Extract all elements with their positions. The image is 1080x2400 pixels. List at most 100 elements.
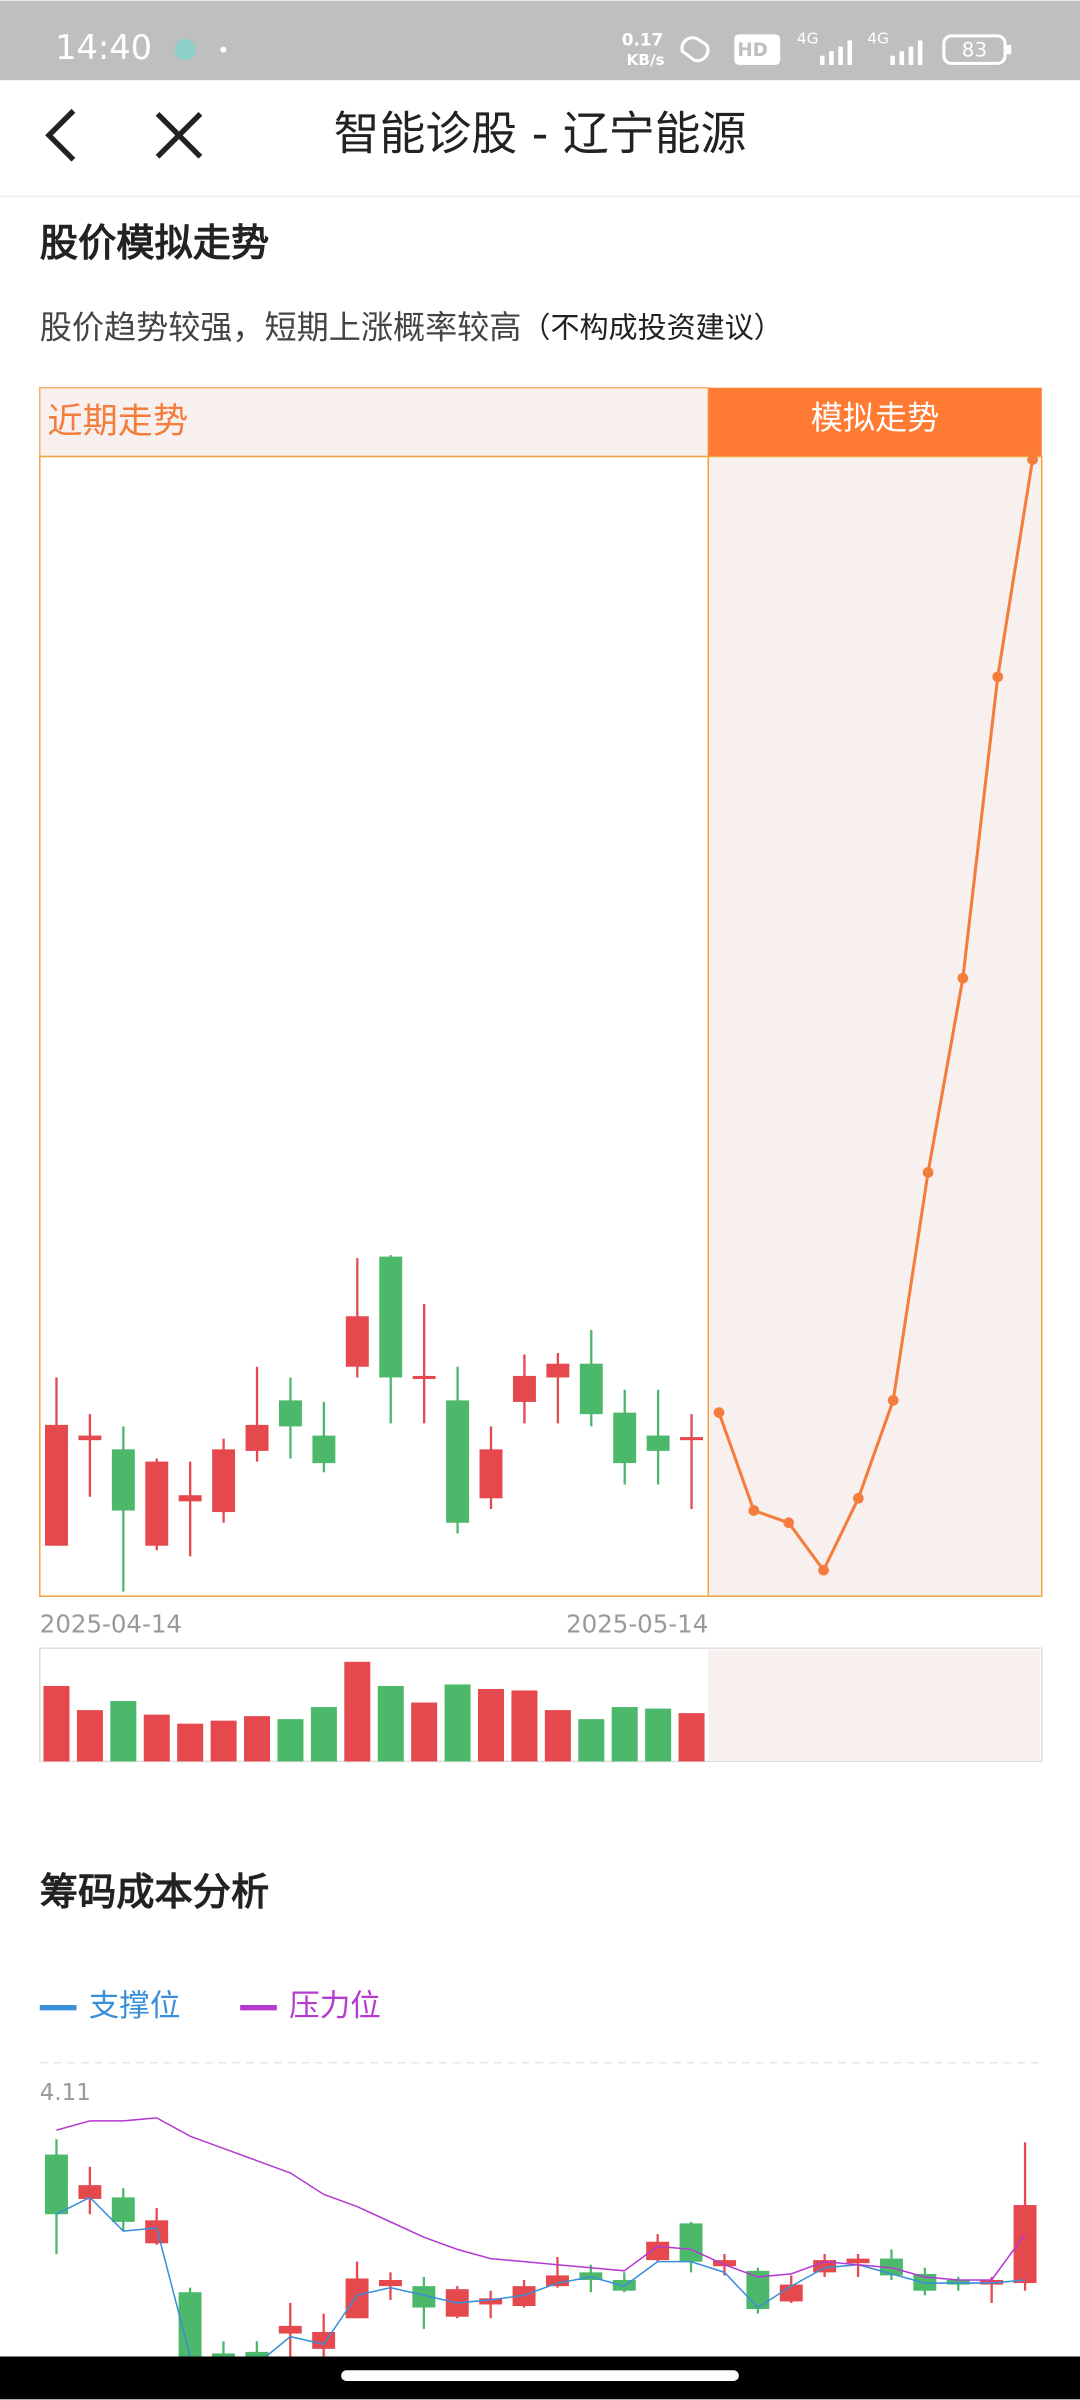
x-tick-label: 2025-04-14: [40, 1609, 182, 1638]
candle-body: [545, 2275, 569, 2287]
net-unit: KB/s: [626, 51, 664, 69]
signal-bars: [819, 40, 853, 65]
hd-badge: [734, 34, 781, 65]
candle-body: [412, 2286, 436, 2308]
section-title: 股价模拟走势: [40, 222, 269, 266]
y-tick-label: 4.11: [40, 2080, 91, 2106]
candle-body: [546, 1363, 570, 1378]
section-subtitle: 股价趋势较强，短期上涨概率较高（不构成投资建议）: [40, 309, 783, 347]
volume-bar: [678, 1713, 705, 1762]
candle-body: [846, 2258, 870, 2264]
candle-body: [312, 1435, 336, 1464]
sim-point: [922, 1167, 934, 1178]
legend-label: 支撑位: [89, 1989, 181, 2024]
candle-body: [479, 2298, 503, 2305]
candle-body: [512, 1375, 536, 1402]
sim-point: [713, 1407, 725, 1418]
battery: [942, 34, 1007, 65]
volume-bar: [210, 1720, 237, 1762]
volume-sim-area: [708, 1649, 1041, 1760]
volume-chart: [43, 1661, 705, 1762]
panel-label: 近期走势: [47, 401, 188, 442]
section-title: 筹码成本分析: [40, 1871, 269, 1915]
volume-bar: [444, 1684, 471, 1762]
sim-point: [853, 1492, 864, 1504]
chart-2: 4.11: [39, 2062, 1042, 2357]
volume-bar: [411, 1702, 438, 1762]
candle-body: [680, 1437, 704, 1441]
candle-body: [145, 1461, 169, 1546]
volume-bar: [511, 1690, 538, 1762]
volume-bar: [645, 1708, 672, 1762]
candle-body: [78, 2185, 102, 2199]
level-line: [56, 2117, 1026, 2281]
legend: 支撑位 压力位: [39, 1989, 381, 2024]
link-icon: [680, 36, 710, 63]
volume-bar: [76, 1710, 103, 1762]
sim-point: [818, 1564, 829, 1576]
candle-body: [45, 2154, 68, 2215]
candle-body: [779, 2284, 803, 2302]
candle-body: [412, 1375, 436, 1379]
recent-plot: [39, 455, 710, 1597]
candle-body: [712, 2260, 736, 2267]
volume-bar: [143, 1714, 170, 1762]
sim-point: [957, 972, 969, 984]
volume-bar: [478, 1688, 505, 1762]
subtitle: 股价趋势较强，短期上涨概率较高: [40, 309, 522, 347]
candle-body: [312, 2332, 336, 2349]
candle-body: [111, 1449, 135, 1511]
signal-label: 4G: [797, 29, 819, 47]
panel-label: 模拟走势: [811, 399, 939, 437]
hd-label: HD: [737, 40, 768, 61]
candle-body: [679, 2223, 703, 2262]
signal-bars: [890, 40, 923, 65]
home-indicator[interactable]: [341, 2370, 739, 2381]
volume-bar: [277, 1719, 304, 1762]
legend-label: 压力位: [289, 1989, 381, 2024]
candle-body: [479, 1449, 503, 1499]
volume-bar: [43, 1685, 70, 1762]
sim-point: [748, 1505, 760, 1516]
dot: [220, 46, 227, 53]
candle-body: [1013, 2205, 1037, 2284]
candle-body: [345, 1316, 369, 1367]
battery-tip: [1006, 45, 1012, 55]
back-button[interactable]: [45, 108, 76, 162]
sim-point: [992, 671, 1004, 683]
volume-bar: [611, 1707, 638, 1762]
candle-body: [212, 1449, 236, 1513]
candle-body: [145, 2220, 169, 2244]
candle-body: [111, 2197, 135, 2222]
candle-body: [613, 1412, 637, 1464]
sim-header: [708, 387, 1042, 457]
battery-level: 83: [962, 39, 987, 62]
page-title: 智能诊股 - 辽宁能源: [334, 106, 747, 160]
sim-point: [783, 1517, 795, 1529]
candle-body: [45, 1424, 68, 1546]
volume-bar: [377, 1685, 404, 1762]
volume-bar: [544, 1710, 571, 1762]
volume-bar: [344, 1661, 371, 1762]
candle-body: [345, 2278, 369, 2319]
candle-body: [378, 2280, 402, 2287]
candle-body: [245, 2351, 269, 2357]
app-icon: [174, 38, 196, 61]
candle-body: [211, 2353, 235, 2357]
net-speed: 0.17: [622, 29, 663, 49]
sim-point: [887, 1395, 899, 1406]
candle-body: [746, 2270, 770, 2310]
volume-bar: [244, 1716, 271, 1762]
chart-1: 2025-04-14 2025-05-14: [40, 454, 1038, 1638]
candle-body: [178, 2292, 202, 2357]
candle-body: [178, 1495, 202, 1502]
candle-body: [379, 1256, 403, 1378]
sim-point: [1027, 454, 1038, 465]
volume-bar: [177, 1723, 204, 1762]
x-tick-label: 2025-05-14: [566, 1609, 708, 1638]
sim-plot: [707, 455, 1043, 1597]
close-button[interactable]: [155, 111, 203, 159]
recent-header: [39, 386, 710, 458]
